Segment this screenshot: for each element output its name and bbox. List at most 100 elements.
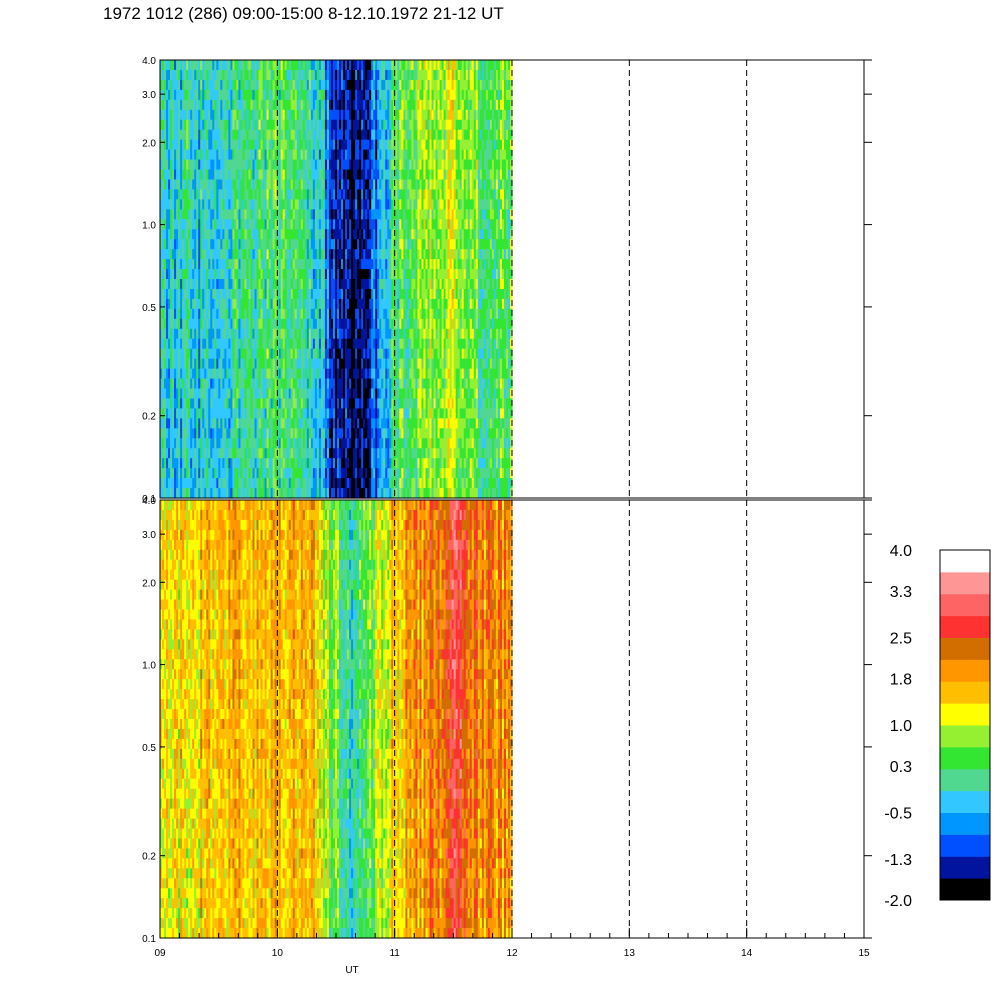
heatmap-cell — [322, 259, 326, 270]
heatmap-cell — [367, 189, 370, 200]
heatmap-cell — [286, 119, 290, 131]
heatmap-cell — [248, 179, 252, 190]
heatmap-cell — [322, 169, 326, 181]
heatmap-cell — [286, 99, 290, 111]
heatmap-cell — [383, 79, 386, 91]
heatmap-cell — [326, 149, 330, 161]
heatmap-cell — [244, 478, 248, 489]
heatmap-cell — [252, 328, 256, 340]
heatmap-cell — [339, 338, 342, 350]
heatmap-cell — [228, 119, 231, 131]
heatmap-cell — [292, 378, 296, 390]
heatmap-cell — [268, 99, 272, 111]
heatmap-cell — [288, 388, 292, 400]
heatmap-cell — [218, 269, 221, 280]
heatmap-cell — [268, 468, 272, 479]
heatmap-cell — [282, 338, 286, 350]
heatmap-cell — [306, 348, 310, 360]
heatmap-cell — [186, 149, 189, 161]
heatmap-cell — [312, 378, 316, 390]
heatmap-cell — [178, 169, 181, 181]
heatmap-cell — [339, 189, 342, 200]
heatmap-cell — [182, 428, 185, 439]
heatmap-cell — [166, 468, 169, 479]
heatmap-cell — [292, 119, 296, 131]
heatmap-cell — [172, 438, 175, 449]
heatmap-cell — [377, 318, 380, 330]
heatmap-cell — [316, 398, 320, 409]
heatmap-cell — [349, 169, 352, 181]
heatmap-cell — [168, 149, 171, 161]
heatmap-cell — [359, 239, 362, 250]
heatmap-cell — [228, 488, 231, 499]
heatmap-cell — [300, 109, 304, 121]
heatmap-cell — [240, 438, 244, 449]
heatmap-cell — [266, 438, 270, 449]
heatmap-cell — [180, 448, 183, 459]
heatmap-cell — [174, 348, 177, 360]
heatmap-cell — [288, 89, 292, 101]
heatmap-cell — [238, 259, 242, 270]
heatmap-cell — [202, 139, 205, 151]
heatmap-cell — [300, 169, 304, 181]
heatmap-cell — [369, 189, 372, 200]
heatmap-cell — [162, 468, 165, 479]
heatmap-cell — [375, 179, 378, 190]
heatmap-cell — [318, 279, 322, 290]
heatmap-cell — [359, 358, 362, 370]
heatmap-cell — [258, 468, 262, 479]
heatmap-cell — [176, 79, 179, 91]
heatmap-cell — [373, 89, 376, 101]
heatmap-cell — [202, 149, 205, 161]
heatmap-cell — [330, 288, 334, 300]
heatmap-cell — [284, 109, 288, 121]
heatmap-cell — [286, 328, 290, 340]
heatmap-cell — [343, 139, 346, 151]
heatmap-cell — [254, 239, 258, 250]
heatmap-cell — [326, 189, 330, 200]
heatmap-cell — [226, 358, 229, 370]
heatmap-cell — [194, 398, 197, 409]
heatmap-cell — [246, 388, 250, 400]
heatmap-cell — [270, 69, 274, 81]
heatmap-cell — [174, 279, 177, 290]
heatmap-cell — [180, 408, 183, 419]
heatmap-cell — [349, 298, 352, 310]
heatmap-cell — [244, 119, 248, 131]
heatmap-cell — [222, 408, 225, 419]
heatmap-cell — [286, 279, 290, 290]
heatmap-cell — [250, 368, 254, 380]
heatmap-cell — [302, 179, 306, 190]
heatmap-cell — [164, 179, 167, 190]
heatmap-cell — [339, 139, 342, 151]
heatmap-cell — [286, 448, 290, 459]
heatmap-cell — [290, 458, 294, 469]
heatmap-cell — [373, 378, 376, 390]
heatmap-cell — [334, 388, 338, 400]
heatmap-cell — [328, 318, 332, 330]
heatmap-cell — [326, 109, 330, 121]
heatmap-cell — [351, 338, 354, 350]
heatmap-cell — [166, 159, 169, 171]
heatmap-cell — [252, 408, 256, 419]
heatmap-cell — [314, 139, 318, 151]
heatmap-cell — [180, 478, 183, 489]
heatmap-cell — [343, 279, 346, 290]
heatmap-cell — [385, 269, 388, 280]
heatmap-cell — [349, 219, 352, 230]
heatmap-cell — [357, 129, 360, 141]
heatmap-cell — [226, 169, 229, 181]
heatmap-cell — [228, 418, 231, 429]
heatmap-cell — [198, 279, 201, 290]
heatmap-cell — [208, 298, 211, 310]
heatmap-cell — [268, 259, 272, 270]
heatmap-cell — [198, 338, 201, 350]
heatmap-cell — [272, 438, 276, 449]
heatmap-cell — [258, 119, 262, 131]
heatmap-cell — [200, 368, 203, 380]
heatmap-cell — [288, 229, 292, 240]
heatmap-cell — [286, 149, 290, 161]
heatmap-cell — [314, 408, 318, 419]
heatmap-cell — [206, 209, 209, 220]
heatmap-cell — [214, 328, 217, 340]
